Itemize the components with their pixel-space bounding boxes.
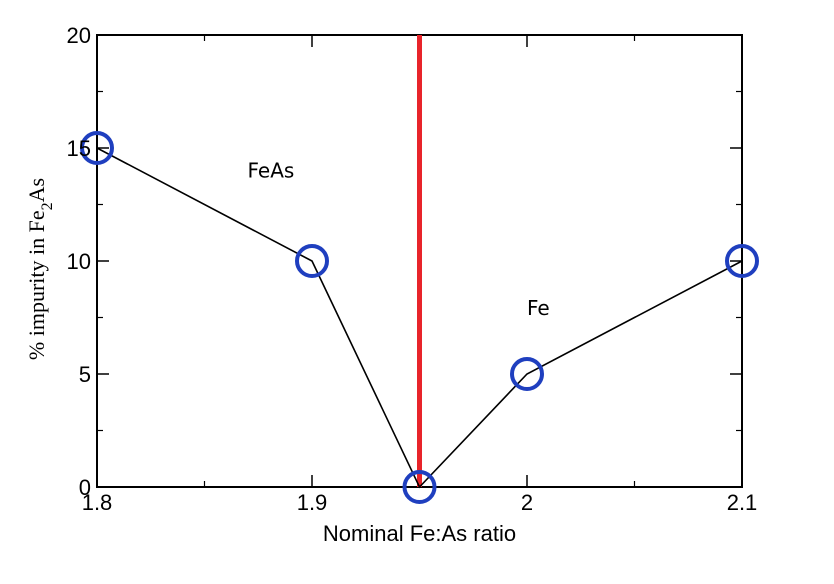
x-axis-title: Nominal Fe:As ratio [323,521,516,546]
x-tick-label: 1.8 [82,490,113,515]
data-point-marker [80,131,114,165]
y-tick-label: 10 [67,249,91,274]
data-point-marker [295,244,329,278]
y-axis-title: % impurity in Fe2As [24,178,56,360]
data-point-marker [510,357,544,391]
annotation-label: FeAs [248,158,295,182]
text-layer: 1.8 1.9 2 2.1 0 5 10 15 20 FeAs Fe Nominal Fe:As ra… [24,23,757,546]
series-line [96,147,743,489]
y-tick-label: 15 [67,136,91,161]
x-tick-label: 2 [521,490,533,515]
data-point-marker [725,244,759,278]
x-tick-label: 2.1 [727,490,758,515]
y-tick-label: 20 [67,23,91,48]
series-layer [80,131,759,504]
y-tick-label: 5 [79,362,91,387]
x-tick-label: 1.9 [297,490,328,515]
y-tick-label: 0 [79,475,91,500]
ticks-layer [96,34,743,488]
data-point-marker [402,470,437,504]
annotation-label: Fe [527,296,550,320]
